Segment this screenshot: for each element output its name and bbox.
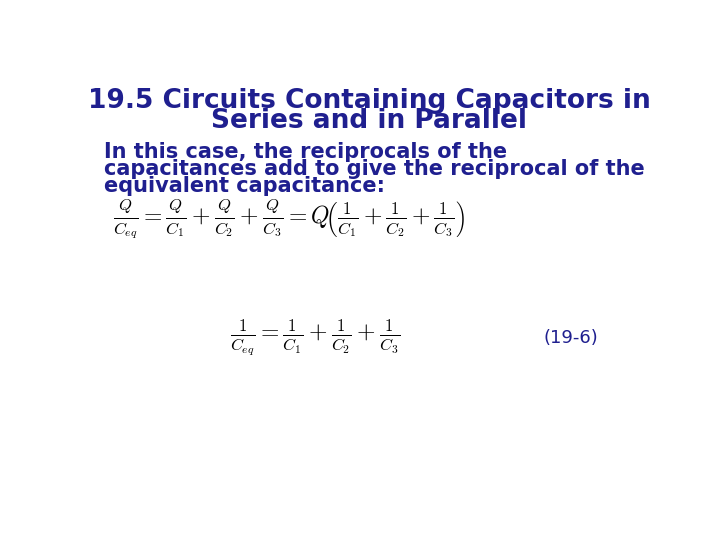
Text: Series and in Parallel: Series and in Parallel xyxy=(211,108,527,134)
Text: 19.5 Circuits Containing Capacitors in: 19.5 Circuits Containing Capacitors in xyxy=(88,88,650,114)
Text: In this case, the reciprocals of the: In this case, the reciprocals of the xyxy=(104,142,507,162)
Text: $\frac{1}{C_{eq}} = \frac{1}{C_1} + \frac{1}{C_2} + \frac{1}{C_3}$: $\frac{1}{C_{eq}} = \frac{1}{C_1} + \fra… xyxy=(230,318,400,359)
Text: $\frac{Q}{C_{eq}} = \frac{Q}{C_1} + \frac{Q}{C_2} + \frac{Q}{C_3} = Q\!\left(\fr: $\frac{Q}{C_{eq}} = \frac{Q}{C_1} + \fra… xyxy=(113,197,465,241)
Text: equivalent capacitance:: equivalent capacitance: xyxy=(104,176,385,195)
Text: capacitances add to give the reciprocal of the: capacitances add to give the reciprocal … xyxy=(104,159,644,179)
Text: (19-6): (19-6) xyxy=(543,329,598,347)
